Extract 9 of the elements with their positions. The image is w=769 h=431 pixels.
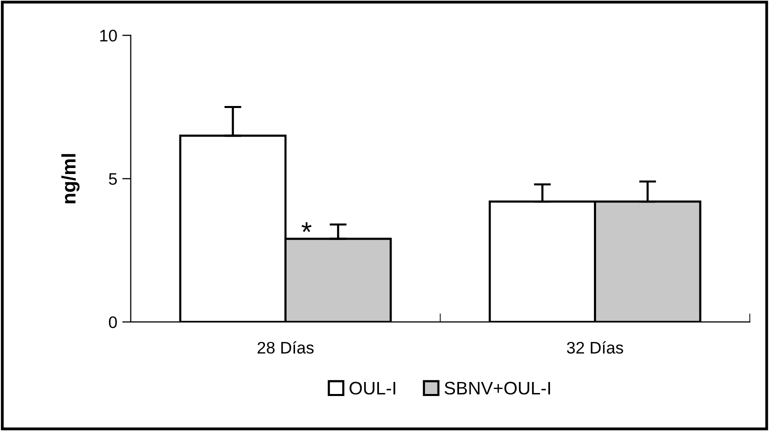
y-tick-label: 10 [100, 30, 117, 42]
legend-label: SBNV+OUL-I [444, 382, 550, 395]
y-axis-title: ng/ml [61, 154, 80, 204]
legend-label: OUL-I [350, 382, 396, 395]
y-tick-label: 5 [108, 173, 117, 185]
x-tick-label: 28 Días [258, 341, 314, 354]
x-tick-label: 32 Días [566, 341, 624, 354]
annotation: * [302, 222, 312, 232]
y-tick-label: 0 [108, 316, 117, 328]
